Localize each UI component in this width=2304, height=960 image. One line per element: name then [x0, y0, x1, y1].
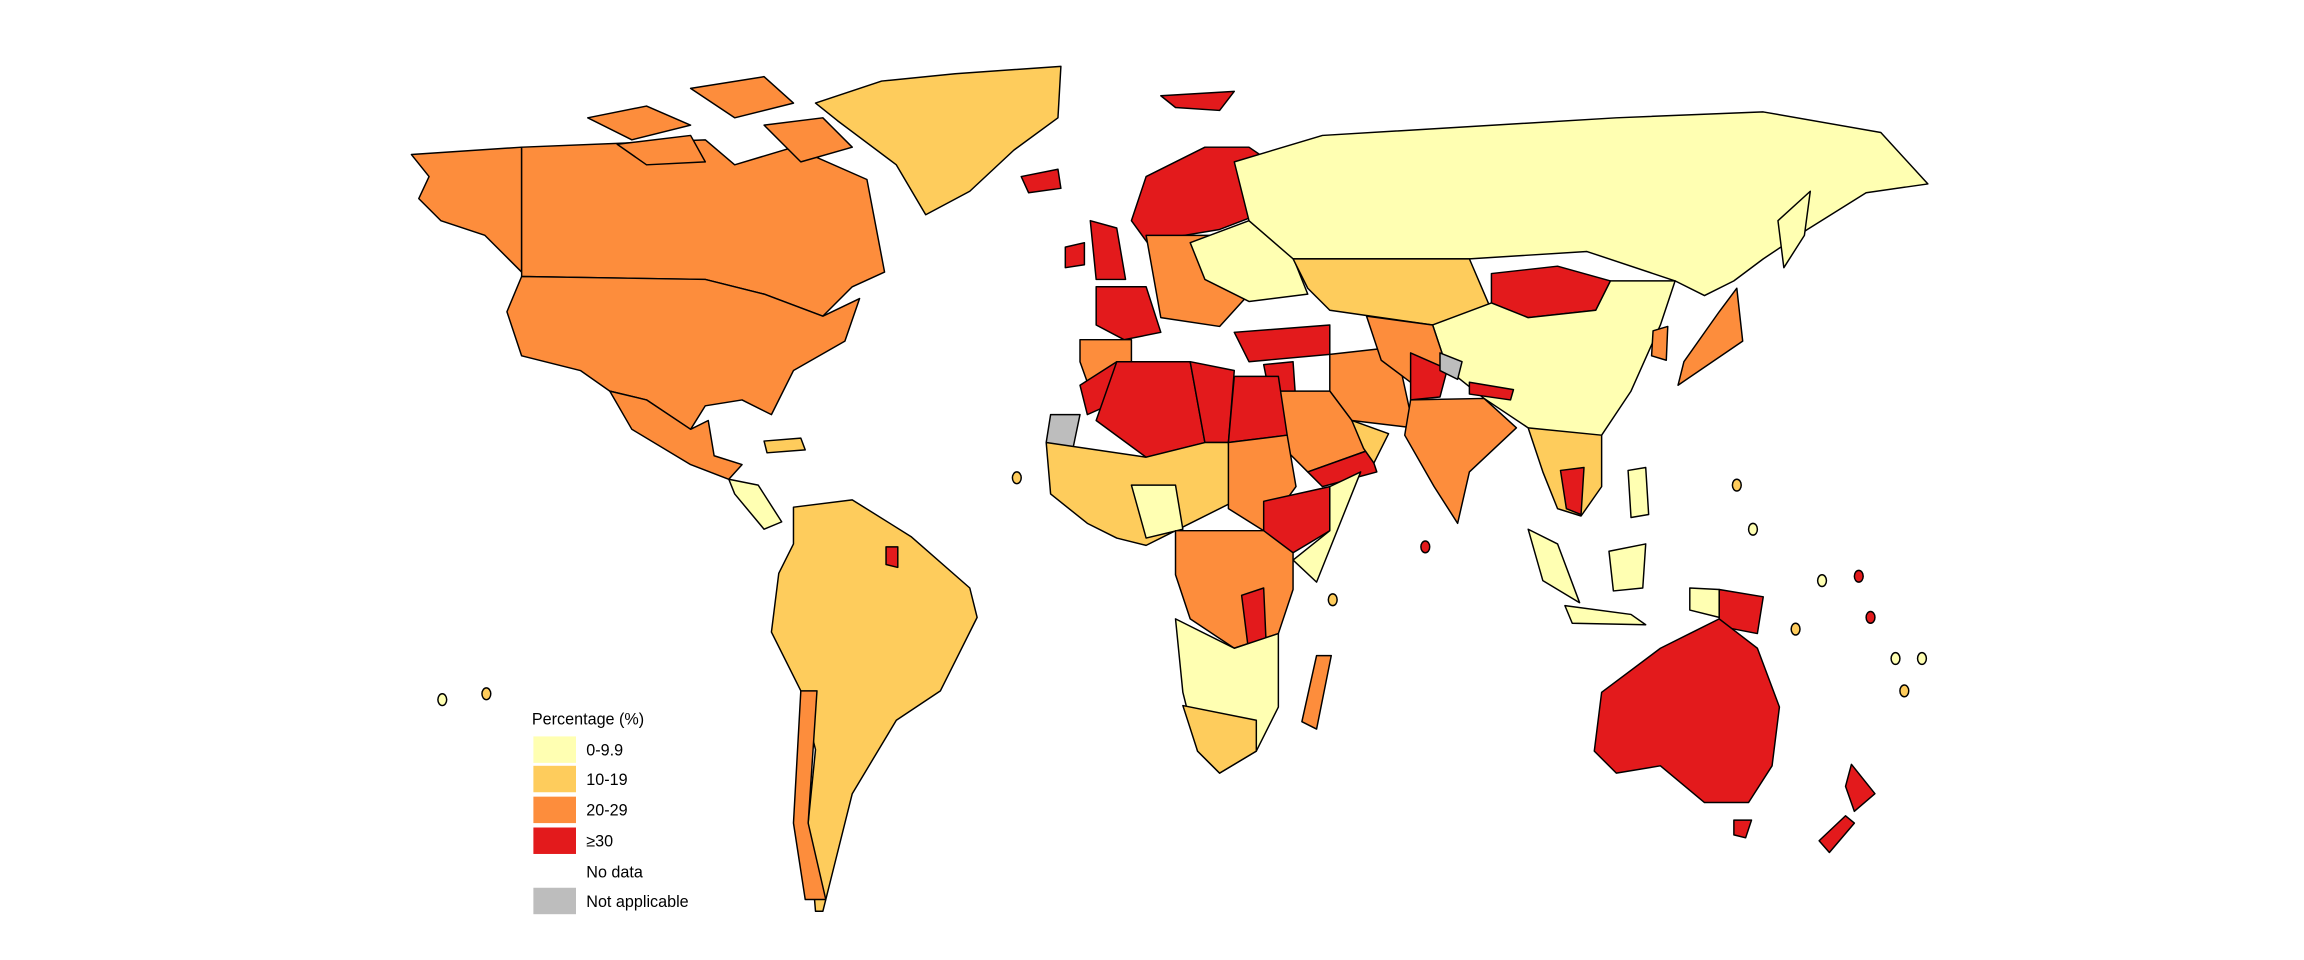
- region-algeria: [1095, 360, 1206, 458]
- region-madagascar: [1301, 654, 1333, 730]
- region-yemen: [1307, 449, 1378, 488]
- region-oman: [1351, 419, 1390, 464]
- island-marker: [1011, 471, 1022, 485]
- island-marker: [1890, 651, 1901, 666]
- island-marker: [1865, 610, 1876, 625]
- region-arctic-island-2: [689, 75, 795, 119]
- legend-swatch-20-29: [533, 796, 576, 824]
- region-french-guiana: [885, 546, 899, 569]
- region-chile: [792, 690, 827, 901]
- island-marker: [1816, 574, 1828, 588]
- legend-label-no-data: No data: [586, 863, 643, 881]
- island-marker: [1853, 569, 1864, 583]
- region-indonesia-2: [1608, 543, 1647, 592]
- region-central-america: [728, 478, 783, 530]
- region-australia: [1593, 618, 1781, 804]
- legend-label-30-plus: ≥30: [586, 833, 613, 851]
- region-turkey: [1233, 324, 1331, 363]
- region-japan: [1677, 287, 1744, 386]
- legend-swatch-30-plus: [533, 827, 576, 854]
- region-new-zealand-north: [1844, 763, 1876, 813]
- legend-swatch-0-9.9: [533, 736, 576, 763]
- region-egypt: [1227, 375, 1288, 444]
- island-marker: [1899, 684, 1910, 698]
- legend-swatch-no-data: [533, 858, 576, 885]
- region-arctic-island-4: [763, 117, 853, 163]
- island-marker: [1420, 540, 1431, 554]
- legend-swatch-not-applicable: [533, 887, 576, 915]
- region-nepal: [1468, 381, 1515, 401]
- region-uk: [1089, 219, 1127, 281]
- region-somalia: [1292, 471, 1362, 583]
- region-kamchatka: [1777, 190, 1812, 269]
- region-philippines: [1627, 466, 1650, 519]
- region-himalaya-na: [1439, 352, 1463, 381]
- legend-label-not-applicable: Not applicable: [586, 893, 688, 911]
- region-new-guinea-west: [1689, 587, 1720, 619]
- region-south-america: [770, 499, 978, 913]
- legend-label-20-29: 20-29: [586, 802, 627, 820]
- region-vietnam: [1559, 466, 1585, 516]
- island-marker: [1747, 522, 1759, 536]
- region-tasmania: [1733, 819, 1753, 839]
- country-regions: [410, 65, 1929, 913]
- region-malaysia: [1527, 528, 1581, 604]
- island-marker: [1327, 593, 1338, 607]
- region-nigeria: [1130, 484, 1184, 539]
- region-arctic-island-1: [587, 105, 692, 141]
- region-pakistan: [1409, 352, 1449, 401]
- region-caribbean: [763, 437, 806, 454]
- region-iceland: [1020, 168, 1062, 194]
- region-india: [1404, 397, 1518, 525]
- region-china: [1431, 280, 1676, 451]
- island-marker: [1790, 622, 1801, 636]
- region-arctic-island-3: [616, 134, 707, 166]
- region-usa: [506, 275, 861, 431]
- region-korea: [1650, 325, 1669, 361]
- island-marker: [1916, 651, 1928, 666]
- region-svalbard: [1160, 90, 1236, 112]
- region-alaska: [410, 146, 523, 273]
- legend-label-0-9.9: 0-9.9: [586, 742, 623, 760]
- legend-swatch-10-19: [533, 765, 576, 793]
- region-indonesia-1: [1564, 604, 1647, 626]
- island-marker: [437, 693, 448, 707]
- legend: Percentage (%) 0-9.9 10-19 20-29 ≥30 No …: [532, 711, 689, 915]
- region-south-africa: [1182, 704, 1258, 774]
- legend-label-10-19: 10-19: [586, 771, 627, 789]
- region-france: [1095, 286, 1162, 341]
- legend-title: Percentage (%): [532, 711, 644, 729]
- region-new-zealand-south: [1818, 815, 1856, 854]
- region-greenland: [814, 65, 1062, 216]
- island-marker: [1731, 478, 1742, 492]
- island-marker: [481, 687, 492, 701]
- region-mexico: [609, 390, 743, 481]
- region-ireland: [1064, 241, 1086, 269]
